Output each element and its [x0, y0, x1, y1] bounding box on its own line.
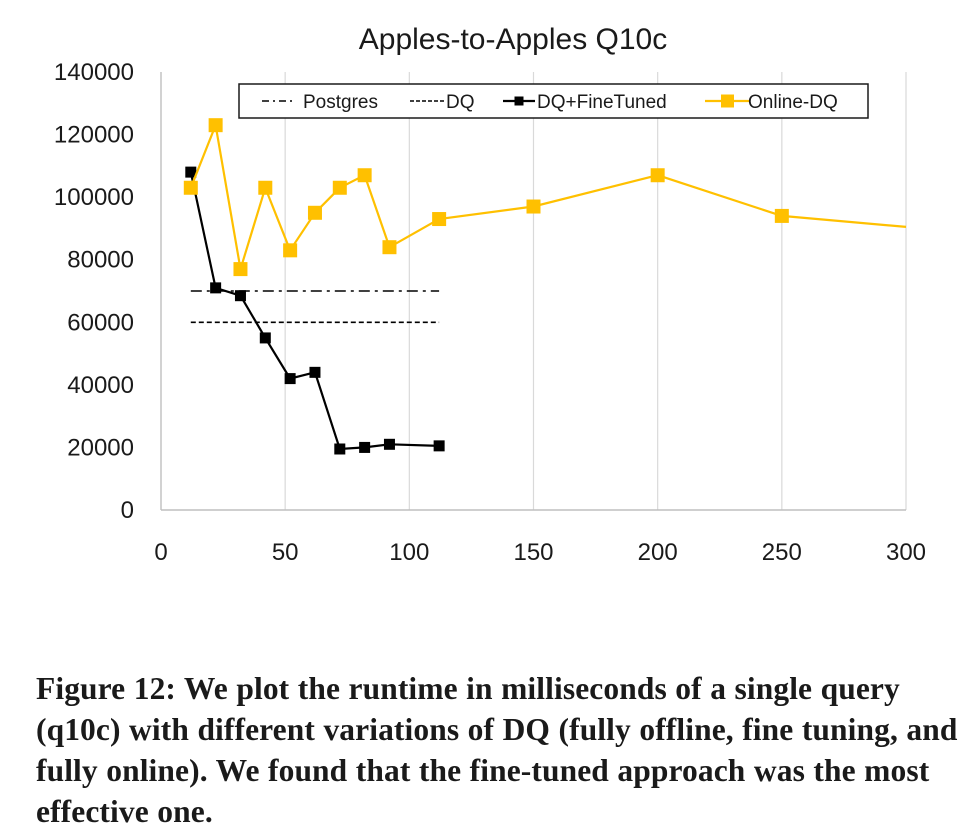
series-line-online-dq — [189, 121, 907, 270]
data-point-dq-finetuned — [259, 332, 271, 344]
y-tick-label-80000: 80000 — [67, 247, 134, 274]
data-point-dq-finetuned — [210, 282, 222, 294]
data-point-dq-finetuned — [433, 440, 445, 452]
legend: Postgres DQ DQ+FineTuned Online-DQ — [238, 83, 869, 119]
data-point-online-dq — [183, 180, 198, 195]
series-dq-finetuned — [185, 166, 445, 455]
y-tick-label-0: 0 — [121, 497, 134, 524]
axes — [160, 72, 906, 511]
y-tick-label-120000: 120000 — [54, 122, 134, 149]
y-tick-label-20000: 20000 — [67, 434, 134, 461]
vertical-gridlines — [284, 72, 907, 510]
data-point-online-dq — [283, 243, 298, 258]
legend-label-postgres: Postgres — [303, 92, 378, 113]
data-point-online-dq — [208, 118, 223, 133]
y-tick-label-100000: 100000 — [54, 184, 134, 211]
legend-marker-online-dq — [721, 94, 734, 108]
legend-marker-dq-finetuned — [514, 96, 524, 106]
x-tick-label-100: 100 — [389, 539, 429, 566]
data-point-online-dq — [526, 199, 541, 214]
data-point-dq-finetuned — [185, 166, 197, 178]
x-tick-label-300: 300 — [886, 539, 926, 566]
data-point-online-dq — [307, 205, 322, 220]
data-point-online-dq — [650, 168, 665, 183]
data-point-online-dq — [233, 262, 248, 277]
y-axis-tick-labels: 0 20000 40000 60000 80000 100000 120000 140000 — [54, 59, 134, 524]
data-point-online-dq — [382, 240, 397, 255]
data-point-dq-finetuned — [284, 373, 296, 385]
data-point-online-dq — [357, 168, 372, 183]
data-series — [183, 118, 907, 455]
legend-label-dq-finetuned: DQ+FineTuned — [537, 92, 667, 113]
y-tick-label-140000: 140000 — [54, 59, 134, 86]
chart-title: Apples-to-Apples Q10c — [359, 23, 668, 56]
data-point-dq-finetuned — [234, 290, 246, 302]
data-point-dq-finetuned — [383, 438, 395, 450]
data-point-online-dq — [332, 180, 347, 195]
data-point-dq-finetuned — [359, 441, 371, 453]
series-line-dq-finetuned — [189, 171, 440, 451]
series-online-dq — [183, 118, 907, 277]
x-tick-label-150: 150 — [513, 539, 553, 566]
legend-box — [238, 83, 869, 119]
x-axis-tick-labels: 0 50 100 150 200 250 300 — [154, 539, 926, 566]
x-tick-label-200: 200 — [638, 539, 678, 566]
x-tick-label-250: 250 — [762, 539, 802, 566]
data-point-online-dq — [774, 208, 789, 223]
data-point-dq-finetuned — [309, 366, 321, 378]
runtime-line-chart: Apples-to-Apples Q10c 0 20000 40000 60000 80… — [54, 23, 926, 566]
x-tick-label-0: 0 — [154, 539, 167, 566]
legend-label-dq: DQ — [446, 92, 475, 113]
legend-label-online-dq: Online-DQ — [748, 92, 838, 113]
data-point-online-dq — [258, 180, 273, 195]
data-point-online-dq — [432, 212, 447, 227]
y-tick-label-40000: 40000 — [67, 372, 134, 399]
figure-caption: Figure 12: We plot the runtime in millis… — [36, 671, 958, 829]
x-tick-label-50: 50 — [272, 539, 299, 566]
y-tick-label-60000: 60000 — [67, 309, 134, 336]
data-point-dq-finetuned — [334, 443, 346, 455]
